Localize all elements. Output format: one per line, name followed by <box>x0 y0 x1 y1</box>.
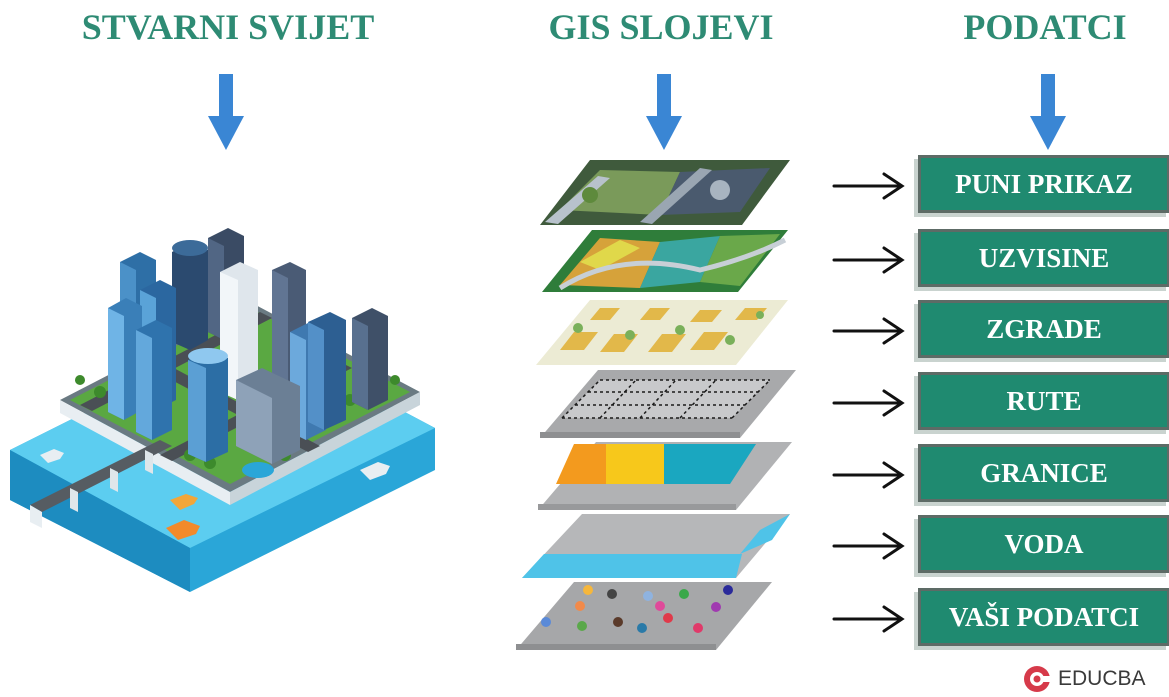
layer-water <box>522 514 790 578</box>
data-box-3: RUTE <box>918 372 1169 430</box>
educba-logo: EDUCBA <box>1022 664 1146 694</box>
data-box-4: GRANICE <box>918 444 1169 502</box>
data-box-0: PUNI PRIKAZ <box>918 155 1169 213</box>
gis-layer-stack <box>516 160 796 650</box>
right-arrow-icon <box>832 389 905 417</box>
layer-boundaries <box>538 442 792 510</box>
down-arrow-icon <box>208 74 244 150</box>
data-box-5: VODA <box>918 515 1169 573</box>
title-gis-layers: GIS SLOJEVI <box>548 7 774 47</box>
educba-logo-icon <box>1024 666 1051 692</box>
isometric-city-illustration <box>10 228 435 592</box>
down-arrow-icon <box>1030 74 1066 150</box>
data-box-6: VAŠI PODATCI <box>918 588 1169 646</box>
right-arrow-icon <box>832 172 905 200</box>
data-box-2: ZGRADE <box>918 300 1169 358</box>
layer-routes <box>540 370 796 438</box>
right-arrow-icon <box>832 532 905 560</box>
right-arrow-icon <box>832 461 905 489</box>
layer-elevations <box>542 230 788 292</box>
layer-your-data <box>516 582 772 650</box>
layer-full-view <box>540 160 790 225</box>
right-arrow-icon <box>832 246 905 274</box>
title-data: PODATCI <box>963 7 1127 47</box>
right-arrow-icon <box>832 317 905 345</box>
down-arrow-icon <box>646 74 682 150</box>
title-real-world: STVARNI SVIJET <box>81 7 375 47</box>
right-arrow-icon <box>832 605 905 633</box>
educba-logo-text: EDUCBA <box>1058 667 1146 690</box>
layer-buildings <box>536 300 788 365</box>
data-box-1: UZVISINE <box>918 229 1169 287</box>
